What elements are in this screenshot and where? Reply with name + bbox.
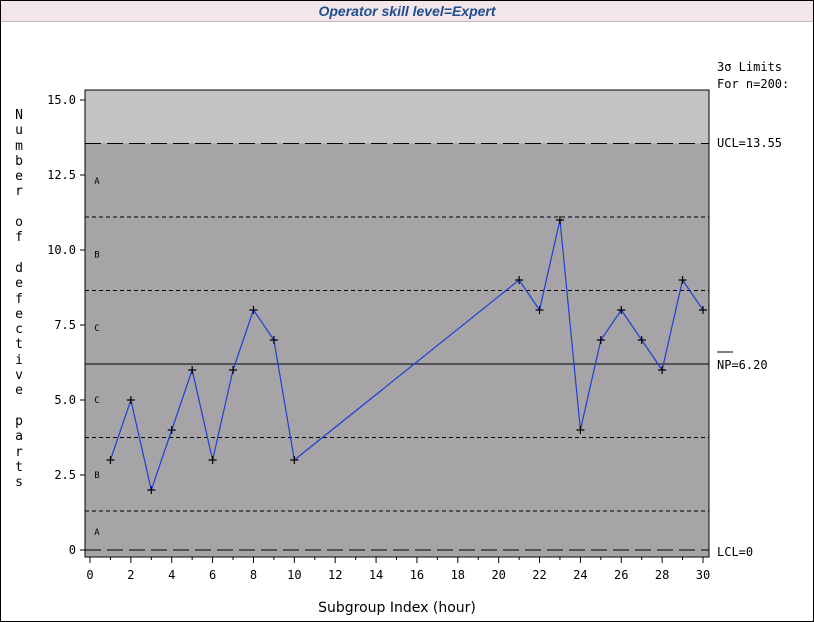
chart-title: Operator skill level=Expert xyxy=(318,3,496,19)
zone-label-1: B xyxy=(94,471,99,481)
data-point-4 xyxy=(167,426,176,434)
x-tick-label-3: 6 xyxy=(209,568,216,582)
y-axis-label-char: t xyxy=(15,337,23,353)
y-axis-label-char: f xyxy=(15,230,23,246)
x-tick-label-2: 4 xyxy=(168,568,175,582)
y-axis-label-char: e xyxy=(15,169,23,185)
zone-label-5: A xyxy=(94,177,100,187)
y-axis-label-char: i xyxy=(15,352,23,368)
y-axis-label-char: u xyxy=(15,123,23,139)
data-point-24 xyxy=(576,426,585,434)
y-tick-label-6: 15.0 xyxy=(47,93,76,107)
y-tick-label-1: 2.5 xyxy=(54,468,76,482)
x-tick-label-4: 8 xyxy=(250,568,257,582)
data-point-3 xyxy=(147,486,156,494)
data-point-7 xyxy=(229,366,238,374)
y-axis-label-char: s xyxy=(15,475,23,491)
x-tick-label-5: 10 xyxy=(287,568,301,582)
y-axis-label-char: N xyxy=(15,108,23,123)
x-tick-label-10: 20 xyxy=(491,568,505,582)
y-axis-label-char: p xyxy=(15,413,23,429)
y-axis-label-char: r xyxy=(15,444,23,460)
title-bar: Operator skill level=Expert xyxy=(1,1,813,22)
data-point-27 xyxy=(637,336,646,344)
zone-label-4: B xyxy=(94,251,99,261)
x-tick-label-12: 24 xyxy=(573,568,587,582)
data-point-25 xyxy=(596,336,605,344)
data-point-29 xyxy=(678,276,687,284)
y-tick-label-3: 7.5 xyxy=(54,318,76,332)
y-axis-label-char: e xyxy=(15,276,23,292)
y-tick-label-4: 10.0 xyxy=(47,243,76,257)
data-point-5 xyxy=(188,366,197,374)
x-tick-label-8: 16 xyxy=(410,568,424,582)
data-point-9 xyxy=(269,336,278,344)
data-point-26 xyxy=(617,306,626,314)
y-axis-label-char: r xyxy=(15,184,23,200)
lcl-label: LCL=0 xyxy=(717,545,753,559)
y-axis-label-char: b xyxy=(15,153,23,169)
x-tick-label-1: 2 xyxy=(127,568,134,582)
data-point-21 xyxy=(515,276,524,284)
data-point-10 xyxy=(290,456,299,464)
y-tick-label-5: 12.5 xyxy=(47,168,76,182)
y-axis-label-char: o xyxy=(15,215,23,231)
x-axis-label: Subgroup Index (hour) xyxy=(318,600,476,616)
x-tick-label-6: 12 xyxy=(328,568,342,582)
limits-header-line-2: For n=200: xyxy=(717,77,789,91)
data-point-22 xyxy=(535,306,544,314)
y-tick-label-2: 5.0 xyxy=(54,393,76,407)
limits-header-line-1: 3σ Limits xyxy=(717,60,782,74)
data-point-23 xyxy=(555,216,564,224)
data-point-28 xyxy=(658,366,667,374)
x-tick-label-9: 18 xyxy=(451,568,465,582)
y-axis-label-char: a xyxy=(15,429,23,445)
zone-label-3: C xyxy=(94,324,99,334)
zone-label-2: C xyxy=(94,396,99,406)
y-axis-label-char: e xyxy=(15,383,23,399)
data-point-8 xyxy=(249,306,258,314)
y-axis-label-char: e xyxy=(15,306,23,322)
y-axis-label-char: t xyxy=(15,459,23,475)
plot-background xyxy=(85,90,709,557)
x-tick-label-15: 30 xyxy=(696,568,710,582)
y-tick-label-0: 0 xyxy=(69,543,76,557)
ucl-label: UCL=13.55 xyxy=(717,136,782,150)
series-line xyxy=(109,219,704,493)
data-point-2 xyxy=(126,396,135,404)
x-tick-label-7: 14 xyxy=(369,568,383,582)
data-point-6 xyxy=(208,456,217,464)
y-axis-label-char: c xyxy=(15,322,23,338)
above-ucl-region xyxy=(85,90,709,144)
x-tick-label-0: 0 xyxy=(86,568,93,582)
y-axis-label-char: m xyxy=(15,138,23,154)
y-axis-label-char: f xyxy=(15,291,23,307)
x-tick-label-11: 22 xyxy=(532,568,546,582)
data-point-30 xyxy=(699,306,707,314)
zone-label-0: A xyxy=(94,528,100,538)
data-point-1 xyxy=(106,456,115,464)
x-tick-label-14: 28 xyxy=(655,568,669,582)
y-axis-label-char: d xyxy=(15,260,23,276)
y-axis-label-char: v xyxy=(15,368,23,384)
x-tick-label-13: 26 xyxy=(614,568,628,582)
center-label: NP=6.20 xyxy=(717,358,768,372)
